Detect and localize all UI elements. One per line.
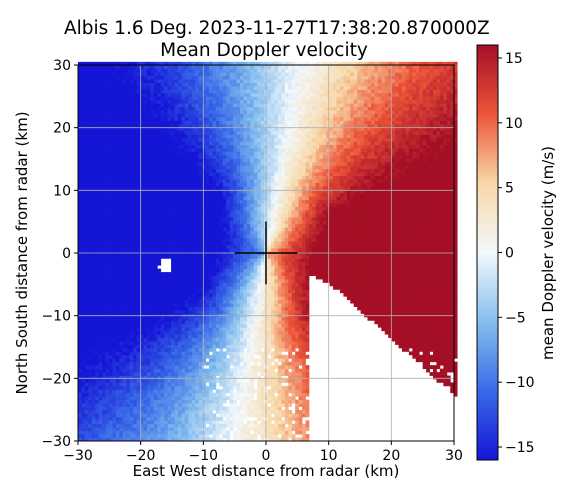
y-tick-label: 30 <box>53 58 71 74</box>
y-tick-label: 0 <box>62 246 71 262</box>
y-tick-label: −10 <box>41 309 71 325</box>
y-tick-label: −30 <box>41 434 71 450</box>
colorbar-tick-label: 15 <box>505 51 523 67</box>
colorbar-tick-label: 0 <box>505 246 514 262</box>
x-tick-label: 30 <box>445 448 463 464</box>
colorbar-tick-label: 5 <box>505 181 514 197</box>
y-tick-label: 10 <box>53 183 71 199</box>
x-axis-label: East West distance from radar (km) <box>132 462 400 480</box>
y-axis-label: North South distance from radar (km) <box>13 111 31 395</box>
x-tick-label: 20 <box>382 448 400 464</box>
x-tick-label: −30 <box>63 448 93 464</box>
colorbar-tick-label: −15 <box>505 440 535 456</box>
colorbar-ticks: 15 10 5 0 −5 −10 −15 <box>498 51 535 456</box>
x-tick-label: 0 <box>262 448 271 464</box>
y-tick-label: 20 <box>53 121 71 137</box>
y-tick-label: −20 <box>41 371 71 387</box>
x-tick-label: −10 <box>189 448 219 464</box>
colorbar-tick-label: −5 <box>505 310 526 326</box>
colorbar-tick-label: −10 <box>505 375 535 391</box>
y-axis-ticks: −30 −20 −10 0 10 20 30 <box>41 58 78 450</box>
plot-area <box>78 61 458 442</box>
x-tick-label: 10 <box>320 448 338 464</box>
x-tick-label: −20 <box>126 448 156 464</box>
x-axis-ticks: −30 −20 −10 0 10 20 30 <box>63 441 463 464</box>
colorbar-tick-label: 10 <box>505 116 523 132</box>
chart-subtitle: Mean Doppler velocity <box>160 40 368 61</box>
chart-title: Albis 1.6 Deg. 2023-11-27T17:38:20.87000… <box>64 18 490 39</box>
colorbar-label: mean Doppler velocity (m/s) <box>539 146 557 360</box>
colorbar <box>477 45 498 460</box>
radar-location-marker <box>234 221 298 285</box>
